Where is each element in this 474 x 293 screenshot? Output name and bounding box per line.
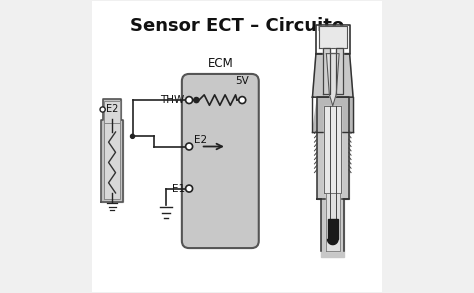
Text: E2: E2 [194,135,208,145]
Polygon shape [317,97,349,199]
Polygon shape [321,199,345,257]
FancyBboxPatch shape [86,0,388,293]
FancyBboxPatch shape [182,74,259,248]
Circle shape [186,185,192,192]
Circle shape [186,143,192,150]
Text: E2: E2 [106,105,119,115]
Polygon shape [328,239,338,245]
Polygon shape [328,219,338,239]
Polygon shape [324,106,341,193]
Circle shape [186,97,192,103]
Circle shape [130,134,135,138]
Text: 5V: 5V [236,76,249,86]
Text: E1: E1 [172,184,185,194]
Polygon shape [327,54,339,106]
Polygon shape [101,99,123,202]
Polygon shape [336,48,343,94]
Polygon shape [104,101,120,199]
Polygon shape [326,193,340,251]
Text: ECM: ECM [208,57,233,70]
Polygon shape [319,26,346,48]
Circle shape [100,107,105,112]
Polygon shape [312,54,353,97]
Text: THW: THW [161,95,185,105]
Polygon shape [312,97,353,132]
Circle shape [194,98,199,103]
Text: Sensor ECT – Circuito: Sensor ECT – Circuito [130,17,344,35]
Circle shape [239,97,246,103]
Polygon shape [316,25,350,54]
Polygon shape [323,48,330,94]
